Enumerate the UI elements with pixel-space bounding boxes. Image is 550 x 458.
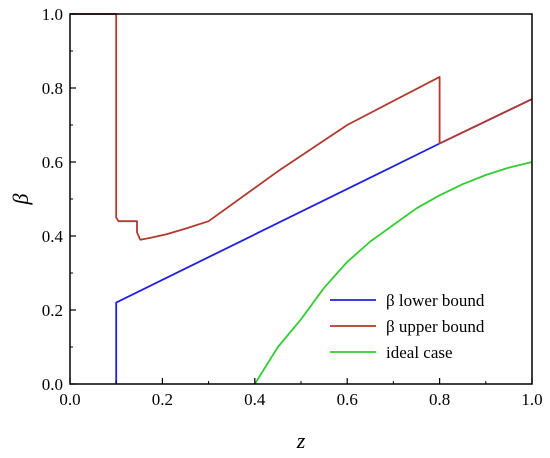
series-line-1 xyxy=(115,98,533,384)
plot-lines xyxy=(70,13,533,385)
y-tick-label: 0.8 xyxy=(42,79,63,98)
legend-label: β lower bound xyxy=(386,291,485,310)
y-tick-label: 0.0 xyxy=(42,375,63,394)
y-tick-label: 0.6 xyxy=(42,153,63,172)
y-tick-label: 0.2 xyxy=(42,301,63,320)
series-line-3 xyxy=(254,161,533,385)
x-tick-label: 0.0 xyxy=(59,390,80,409)
legend-label: ideal case xyxy=(386,343,453,362)
x-tick-label: 0.4 xyxy=(244,390,266,409)
x-tick-label: 0.2 xyxy=(152,390,173,409)
axis-ticks: 0.0 0.2 0.4 0.6 0.8 1.0 0.0 0.2 0.4 0.6 0.8 1.0 xyxy=(42,5,543,409)
y-tick-label: 0.4 xyxy=(42,227,64,246)
series-line-2 xyxy=(70,13,533,241)
legend: β lower bound β upper bound ideal case xyxy=(330,291,485,362)
x-tick-label: 0.8 xyxy=(429,390,450,409)
x-tick-label: 0.6 xyxy=(337,390,358,409)
legend-label: β upper bound xyxy=(386,317,485,336)
y-tick-label: 1.0 xyxy=(42,5,63,24)
y-axis-title: β xyxy=(8,193,33,205)
x-tick-label: 1.0 xyxy=(521,390,542,409)
x-axis-title: z xyxy=(296,428,306,453)
